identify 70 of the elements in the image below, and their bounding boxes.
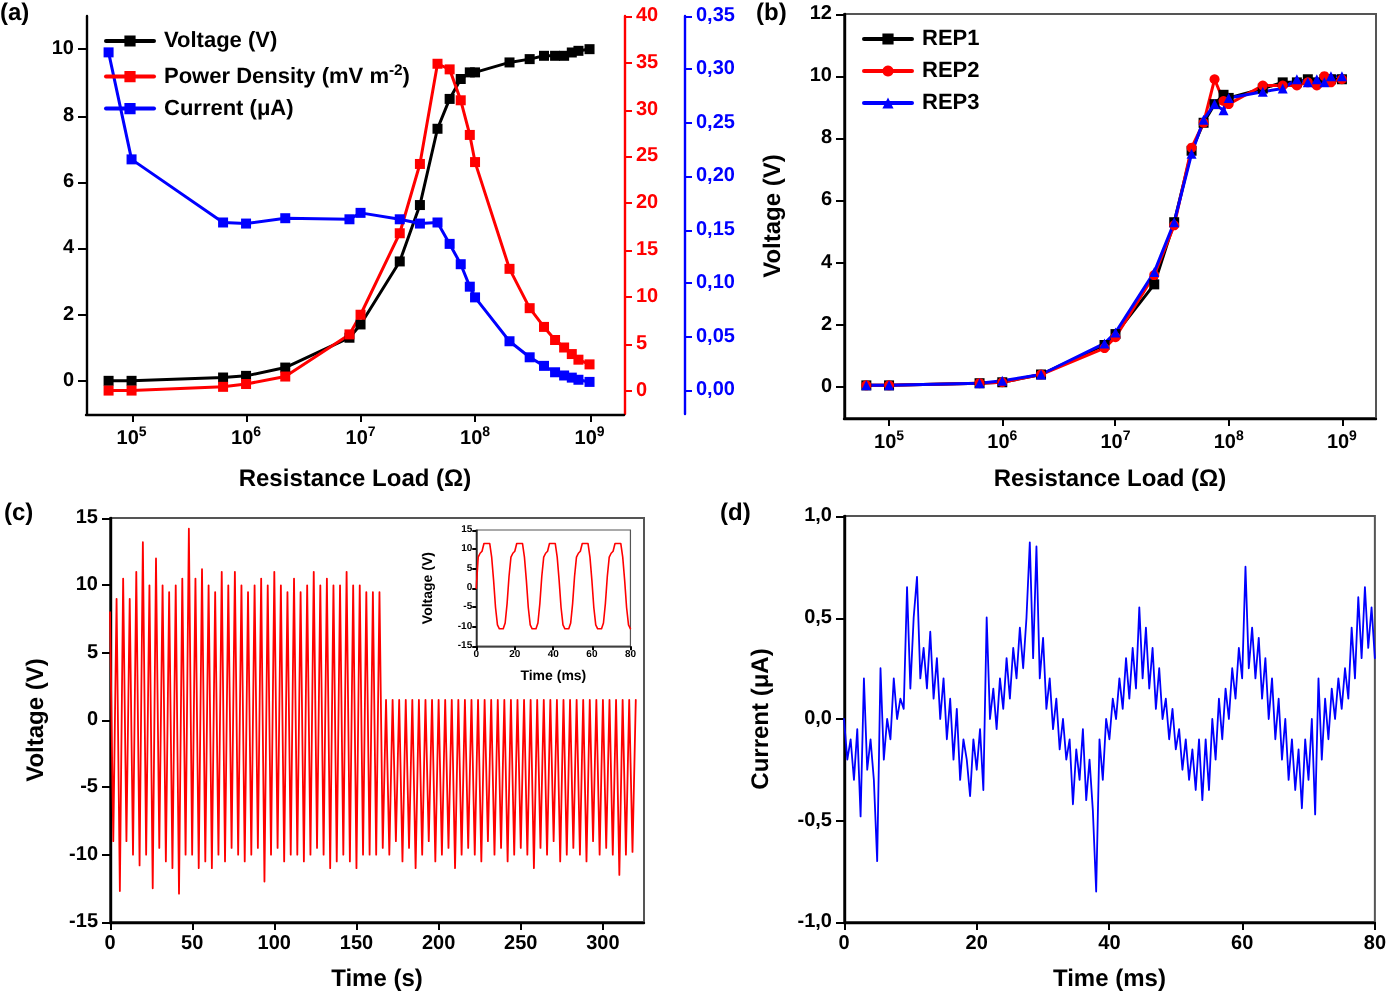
y2-tick-label: 40	[636, 5, 660, 27]
y-axis-title: Current (μA)	[746, 648, 774, 790]
y2-tick-label: 15	[636, 239, 660, 262]
x-axis-title: Resistance Load (Ω)	[238, 464, 472, 492]
y2-tick-label: 30	[636, 98, 660, 121]
text: (c)	[4, 498, 34, 526]
text: (a)	[0, 0, 30, 26]
y3-tick-label: 0,25	[696, 111, 736, 134]
y-tick-label: 15	[75, 507, 99, 529]
y3-tick-label: 0,35	[696, 5, 736, 27]
x-tick-label: 80	[1363, 933, 1387, 955]
x-tick-label: 150	[339, 933, 375, 955]
y-tick-label: -0,5	[797, 809, 833, 832]
y-tick-label: -15	[69, 911, 99, 933]
y-axis-title: Voltage (V)	[21, 658, 50, 782]
x-tick-label: 300	[586, 933, 621, 955]
y2-tick-label: 10	[636, 285, 660, 308]
x-tick-label: 200	[421, 933, 457, 955]
y-tick-label: 0	[62, 369, 75, 392]
legend-label: REP3	[922, 91, 980, 115]
y-tick-label: 0,0	[804, 708, 833, 730]
x-tick-label: 0	[838, 933, 851, 955]
x-tick-label: 100	[257, 933, 292, 955]
y2-tick-label: 25	[636, 145, 660, 168]
y-tick-label: 1,0	[804, 505, 833, 527]
y2-tick-label: 35	[636, 51, 660, 74]
y-tick-label: 12	[809, 3, 833, 25]
y-tick-label: 10	[809, 65, 833, 88]
x-tick-label: 20	[965, 933, 989, 955]
y-tick-label: 0,5	[804, 606, 833, 629]
text: (d)	[720, 498, 751, 526]
y-tick-label: 4	[820, 251, 833, 274]
y-tick-label: 2	[820, 313, 833, 336]
text: (b)	[756, 0, 787, 26]
x-axis-title: Time (s)	[331, 964, 423, 992]
y-tick-label: 6	[62, 170, 75, 193]
y3-tick-label: 0,05	[696, 325, 736, 348]
x-tick-label: 50	[181, 933, 205, 955]
y-tick-label: 8	[62, 104, 75, 127]
x-tick-label: 60	[1231, 933, 1255, 955]
y-tick-label: -5	[80, 776, 99, 799]
legend-label: REP1	[922, 27, 980, 51]
y-tick-label: 2	[62, 303, 75, 326]
legend-label: Voltage (V)	[164, 29, 278, 53]
y2-tick-label: 5	[636, 332, 648, 355]
x-axis-title: Resistance Load (Ω)	[993, 464, 1227, 492]
y3-tick-label: 0,10	[696, 272, 736, 295]
y-tick-label: 0	[820, 375, 833, 398]
y-tick-label: 5	[86, 641, 99, 664]
y3-tick-label: 0,20	[696, 165, 736, 188]
y-tick-label: -10	[69, 843, 99, 866]
y-tick-label: 8	[820, 127, 833, 150]
legend-label: Current (μA)	[164, 96, 295, 121]
y-tick-label: 6	[820, 189, 833, 212]
x-tick-label: 250	[504, 933, 539, 955]
y-tick-label: 10	[51, 38, 75, 61]
y-tick-label: 4	[62, 237, 75, 260]
y3-tick-label: 0,00	[696, 379, 736, 402]
y-tick-label: 10	[75, 574, 99, 597]
y2-tick-label: 0	[636, 379, 648, 402]
x-axis-title: Time (ms)	[1052, 964, 1166, 992]
y2-tick-label: 20	[636, 192, 660, 215]
x-tick-label: 40	[1098, 933, 1122, 955]
y3-tick-label: 0,30	[696, 58, 736, 81]
legend-label: REP2	[922, 59, 980, 83]
x-tick-label: 0	[104, 933, 117, 955]
y-tick-label: -1,0	[797, 911, 833, 933]
y-tick-label: 0	[86, 709, 99, 731]
y-axis-title: Voltage (V)	[758, 154, 786, 278]
y3-tick-label: 0,15	[696, 218, 736, 241]
